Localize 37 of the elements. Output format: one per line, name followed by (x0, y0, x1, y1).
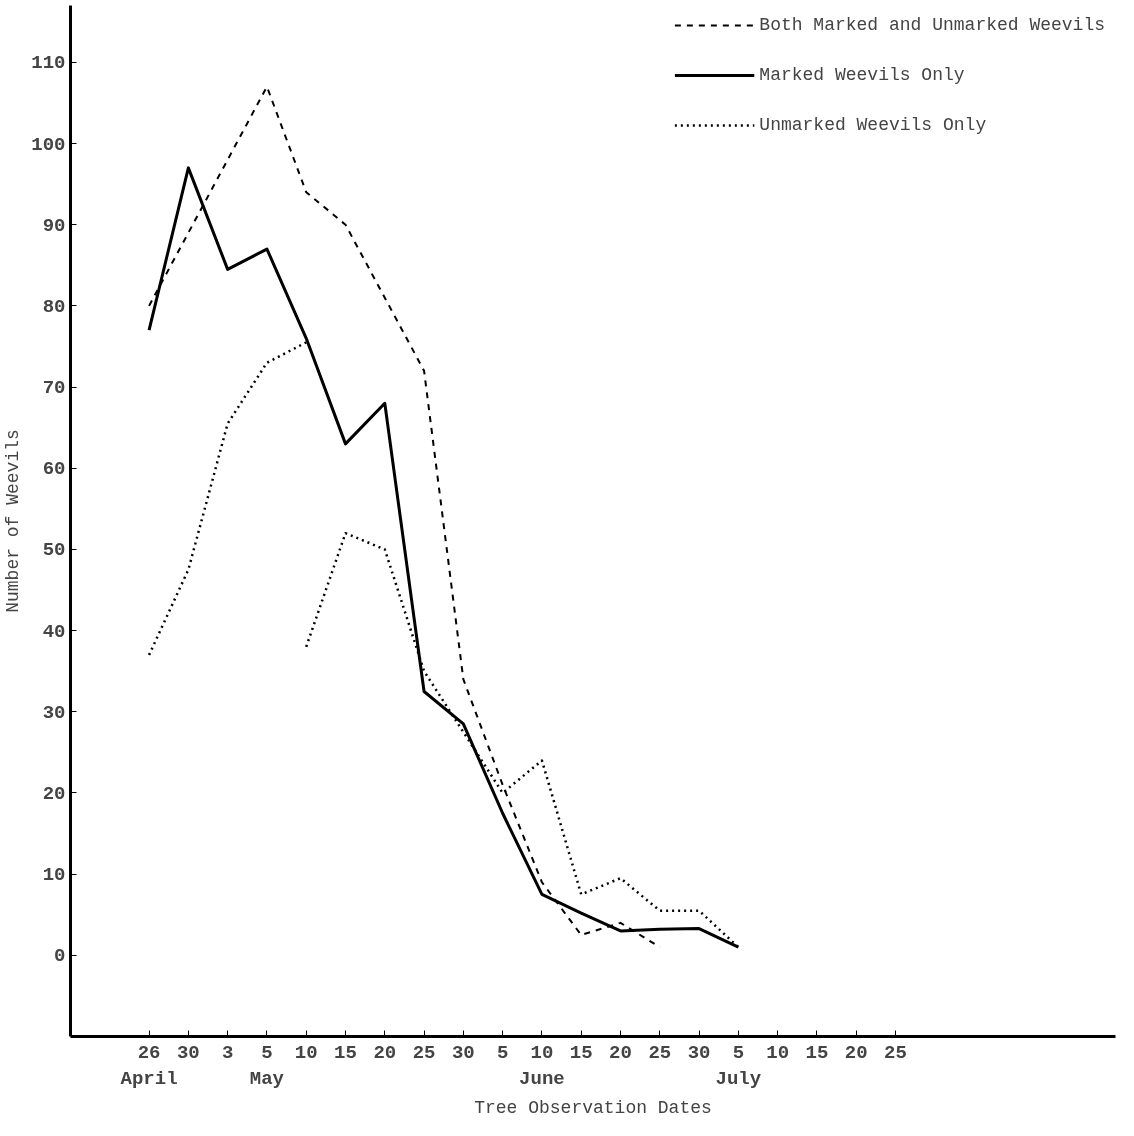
x-tick-label: 20 (844, 1041, 868, 1064)
y-tick-label: 20 (42, 782, 66, 805)
x-tick-label: 26 April (120, 1041, 178, 1090)
y-tick-label: 10 (42, 864, 66, 887)
legend-label: Unmarked Weevils Only (759, 115, 987, 135)
y-tick-label: 0 (54, 945, 66, 968)
x-tick-label: 10 (294, 1041, 318, 1064)
y-tick-label: 60 (42, 458, 66, 481)
x-tick-label: 5 July (715, 1041, 762, 1090)
x-tick-label: 10 (766, 1041, 790, 1064)
x-tick-label: 15 (334, 1041, 357, 1064)
x-axis-title: Tree Observation Dates (474, 1097, 712, 1118)
x-tick-label: 30 (176, 1041, 200, 1064)
y-tick-label: 80 (42, 295, 66, 318)
y-tick-label: 40 (42, 620, 66, 643)
x-tick-label: 30 (451, 1041, 475, 1064)
legend-label: Both Marked and Unmarked Weevils (759, 15, 1105, 35)
x-tick-label: 20 (609, 1041, 632, 1064)
y-tick-label: 90 (42, 214, 66, 237)
x-tick-label: 15 (569, 1041, 593, 1064)
x-tick-label: 20 (373, 1041, 397, 1064)
y-tick-label: 50 (42, 539, 66, 562)
x-tick-label: 25 (412, 1041, 436, 1064)
x-tick-label: 30 (687, 1041, 711, 1064)
y-tick-label: 70 (42, 377, 66, 400)
x-tick-label: 15 (805, 1041, 829, 1064)
x-tick-label: 25 (884, 1041, 907, 1064)
x-tick-label: 5 May (249, 1041, 285, 1090)
x-tick-label: 10 June (519, 1041, 565, 1090)
y-tick-label: 110 (31, 52, 66, 75)
y-tick-label: 30 (42, 701, 66, 724)
x-tick-label: 3 (221, 1041, 234, 1064)
y-tick-label: 100 (31, 133, 66, 156)
x-tick-label: 5 (496, 1041, 509, 1064)
x-tick-label: 25 (648, 1041, 672, 1064)
legend-label: Marked Weevils Only (759, 65, 965, 85)
y-axis-title: Number of Weevils (3, 429, 24, 613)
